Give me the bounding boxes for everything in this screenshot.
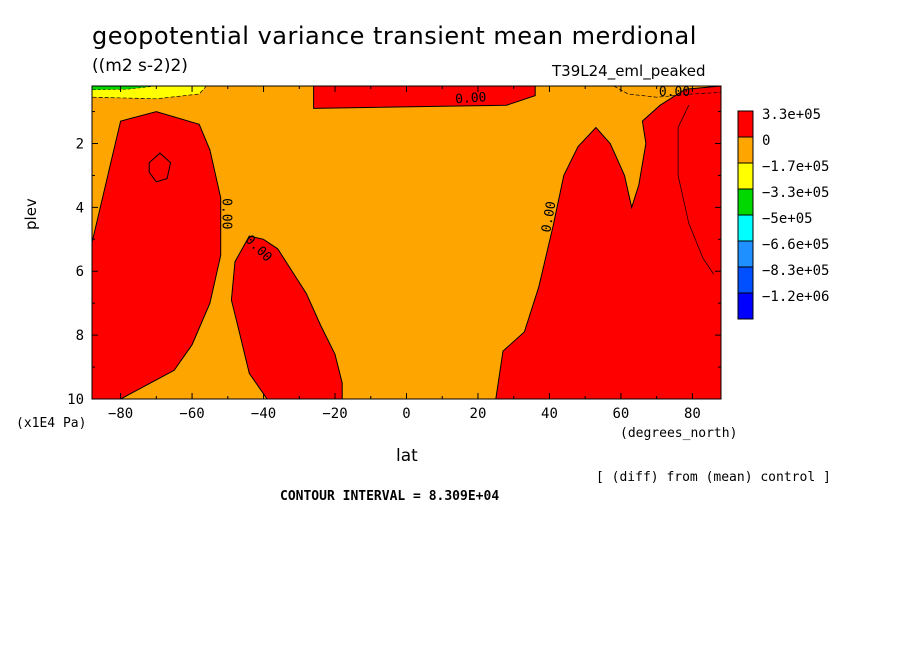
contour-line-north: [677, 105, 715, 275]
legend-label: −8.3e+05: [762, 263, 829, 279]
legend-swatch: [737, 214, 754, 242]
chart-title: geopotential variance transient mean mer…: [92, 22, 697, 50]
y-axis-ticks: 2 4 6 8 10: [67, 111, 721, 408]
diff-note: [ (diff) from (mean) control ]: [596, 470, 831, 485]
y-tick-label: 10: [67, 392, 84, 408]
legend-label: −5e+05: [762, 211, 813, 227]
y-tick-label: 8: [76, 328, 84, 344]
contour-label-4: 0.00: [539, 200, 559, 233]
south-polar-max: [91, 111, 222, 400]
run-name: T39L24_eml_peaked: [552, 62, 706, 80]
x-tick-label: 60: [613, 406, 630, 422]
legend-swatch: [737, 292, 754, 320]
x-tick-label: 40: [541, 406, 558, 422]
y-tick-label: 2: [76, 136, 84, 152]
legend-swatch: [737, 162, 754, 190]
x-tick-label: −40: [251, 406, 276, 422]
north-max: [495, 85, 722, 400]
upper-strip-max: [313, 85, 536, 109]
legend-swatch: [737, 188, 754, 216]
legend-swatch: [737, 110, 754, 138]
legend-swatch: [737, 240, 754, 268]
x-tick-label: −60: [179, 406, 204, 422]
y-axis-unit: (x1E4 Pa): [16, 416, 87, 431]
legend-label: −3.3e+05: [762, 185, 829, 201]
legend-label: 3.3e+05: [762, 107, 821, 123]
x-axis-ticks: −80 −60 −40 −20 0 20 40 60 80: [108, 86, 701, 422]
contour-regions: [91, 85, 722, 400]
legend-label: −1.2e+06: [762, 289, 829, 305]
chart-units: ((m2 s-2)2): [92, 56, 188, 76]
legend-label: 0: [762, 133, 770, 149]
contour-interval: CONTOUR INTERVAL = 8.309E+04: [280, 489, 500, 504]
legend-label: −1.7e+05: [762, 159, 829, 175]
x-tick-label: −20: [322, 406, 347, 422]
colorbar-legend: 3.3e+05 0 −1.7e+05 −3.3e+05 −5e+05 −6.6e+05 −8…: [737, 107, 829, 320]
x-tick-label: 80: [684, 406, 701, 422]
negative-contour-north: [613, 85, 722, 98]
x-tick-label: −80: [108, 406, 133, 422]
closed-contour: [148, 152, 172, 183]
contour-label-3: 0.00: [455, 90, 487, 107]
y-tick-label: 4: [76, 200, 84, 216]
south-midlat-max: [230, 235, 343, 400]
x-tick-label: 0: [402, 406, 410, 422]
legend-swatch: [737, 266, 754, 294]
contour-label-5: 0.00: [659, 85, 690, 100]
x-axis-label: lat: [396, 446, 418, 466]
y-tick-label: 6: [76, 264, 84, 280]
x-axis-unit: (degrees_north): [620, 426, 738, 441]
x-tick-label: 20: [470, 406, 487, 422]
contour-label-1: 0.00: [219, 198, 234, 229]
legend-label: −6.6e+05: [762, 237, 829, 253]
y-axis-label: plev: [22, 198, 40, 230]
legend-swatch: [737, 136, 754, 164]
